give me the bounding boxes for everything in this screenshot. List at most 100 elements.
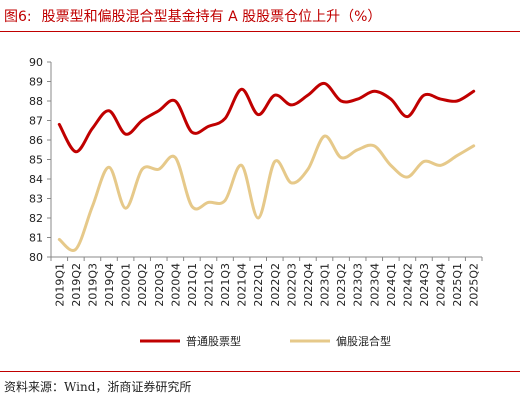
x-tick-label: 2019Q1 — [53, 263, 66, 307]
data-point — [390, 98, 391, 99]
x-tick-label: 2024Q4 — [435, 263, 448, 307]
source-note: 资料来源：Wind，浙商证券研究所 — [4, 380, 192, 394]
data-point — [307, 169, 308, 170]
data-point — [224, 118, 225, 119]
x-tick-label: 2019Q4 — [103, 263, 116, 307]
series-line-1 — [57, 81, 476, 154]
data-point — [158, 169, 159, 170]
legend: 普通股票型 偏股混合型 — [140, 334, 391, 348]
x-tick-label: 2023Q4 — [368, 263, 381, 307]
data-point — [59, 239, 60, 240]
data-point — [241, 165, 242, 166]
y-tick-label: 87 — [29, 115, 43, 128]
data-point — [291, 104, 292, 105]
data-point — [274, 95, 275, 96]
data-point — [208, 202, 209, 203]
axes: 80 81 82 83 84 85 86 87 88 89 90 2019Q1 2019Q2 2019Q3… — [29, 56, 483, 307]
data-point — [340, 100, 341, 101]
y-tick-label: 88 — [29, 95, 43, 108]
data-point — [357, 98, 358, 99]
data-point — [59, 124, 60, 125]
data-point — [390, 165, 391, 166]
x-tick-label: 2020Q3 — [153, 263, 166, 307]
x-tick-label: 2022Q3 — [285, 263, 298, 307]
x-tick-label: 2020Q1 — [120, 263, 133, 307]
data-point — [191, 206, 192, 207]
x-tick-label: 2021Q2 — [202, 263, 215, 307]
data-point — [92, 128, 93, 129]
x-tick-label: 2020Q4 — [169, 263, 182, 307]
data-point — [324, 83, 325, 84]
x-tick-label: 2024Q2 — [401, 263, 414, 307]
data-point — [208, 126, 209, 127]
data-point — [258, 114, 259, 115]
x-tick-label: 2025Q1 — [451, 263, 464, 307]
x-tick-label: 2024Q3 — [418, 263, 431, 307]
data-point — [241, 89, 242, 90]
y-tick-label: 80 — [29, 251, 43, 264]
line-chart: 80 81 82 83 84 85 86 87 88 89 90 2019Q1 2019Q2 2019Q3… — [29, 56, 483, 348]
y-tick-label: 81 — [29, 232, 43, 245]
data-point — [142, 120, 143, 121]
data-point — [75, 151, 76, 152]
data-point — [92, 206, 93, 207]
x-tick-label: 2025Q2 — [468, 263, 481, 307]
figure-title: 图6: 股票型和偏股混合型基金持有 A 股股票仓位上升（%） — [4, 6, 381, 26]
data-point — [440, 165, 441, 166]
y-tick-label: 85 — [29, 154, 43, 167]
data-point — [374, 145, 375, 146]
x-tick-label: 2019Q3 — [86, 263, 99, 307]
x-tick-label: 2023Q3 — [352, 263, 365, 307]
data-point — [407, 176, 408, 177]
data-point — [142, 169, 143, 170]
data-point — [108, 167, 109, 168]
data-point — [274, 161, 275, 162]
data-point — [224, 200, 225, 201]
legend-label: 普通股票型 — [186, 334, 241, 348]
data-point — [258, 217, 259, 218]
data-point — [324, 136, 325, 137]
x-tick-label: 2022Q4 — [302, 263, 315, 307]
data-point — [125, 208, 126, 209]
data-point — [423, 161, 424, 162]
data-point — [108, 110, 109, 111]
data-point — [457, 155, 458, 156]
y-tick-label: 84 — [29, 173, 43, 186]
data-point — [158, 110, 159, 111]
y-tick-label: 90 — [29, 56, 43, 69]
x-tick-label: 2022Q2 — [269, 263, 282, 307]
data-point — [191, 132, 192, 133]
legend-label: 偏股混合型 — [336, 334, 391, 348]
x-tick-label: 2023Q1 — [319, 263, 332, 307]
data-point — [307, 95, 308, 96]
x-tick-label: 2020Q2 — [136, 263, 149, 307]
x-tick-label: 2024Q1 — [385, 263, 398, 307]
y-tick-label: 86 — [29, 134, 43, 147]
data-point — [357, 149, 358, 150]
series-lines — [57, 81, 476, 252]
data-point — [291, 182, 292, 183]
data-point — [473, 145, 474, 146]
y-tick-label: 83 — [29, 193, 43, 206]
y-tick-label: 82 — [29, 212, 43, 225]
data-point — [175, 157, 176, 158]
footer-divider — [0, 371, 520, 372]
data-point — [457, 100, 458, 101]
x-tick-label: 2021Q3 — [219, 263, 232, 307]
x-tick-label: 2021Q4 — [236, 263, 249, 307]
figure-label: 图6: — [4, 9, 32, 25]
y-tick-label: 89 — [29, 76, 43, 89]
data-point — [423, 95, 424, 96]
data-point — [175, 100, 176, 101]
x-tick-label: 2021Q1 — [186, 263, 199, 307]
data-point — [407, 116, 408, 117]
data-point — [340, 157, 341, 158]
data-point — [374, 91, 375, 92]
data-point — [125, 134, 126, 135]
chart-title: 股票型和偏股混合型基金持有 A 股股票仓位上升（%） — [41, 9, 382, 25]
series-line-2 — [57, 134, 476, 252]
data-point — [440, 98, 441, 99]
x-tick-label: 2019Q2 — [70, 263, 83, 307]
x-tick-label: 2022Q1 — [252, 263, 265, 307]
title-divider — [0, 31, 520, 32]
